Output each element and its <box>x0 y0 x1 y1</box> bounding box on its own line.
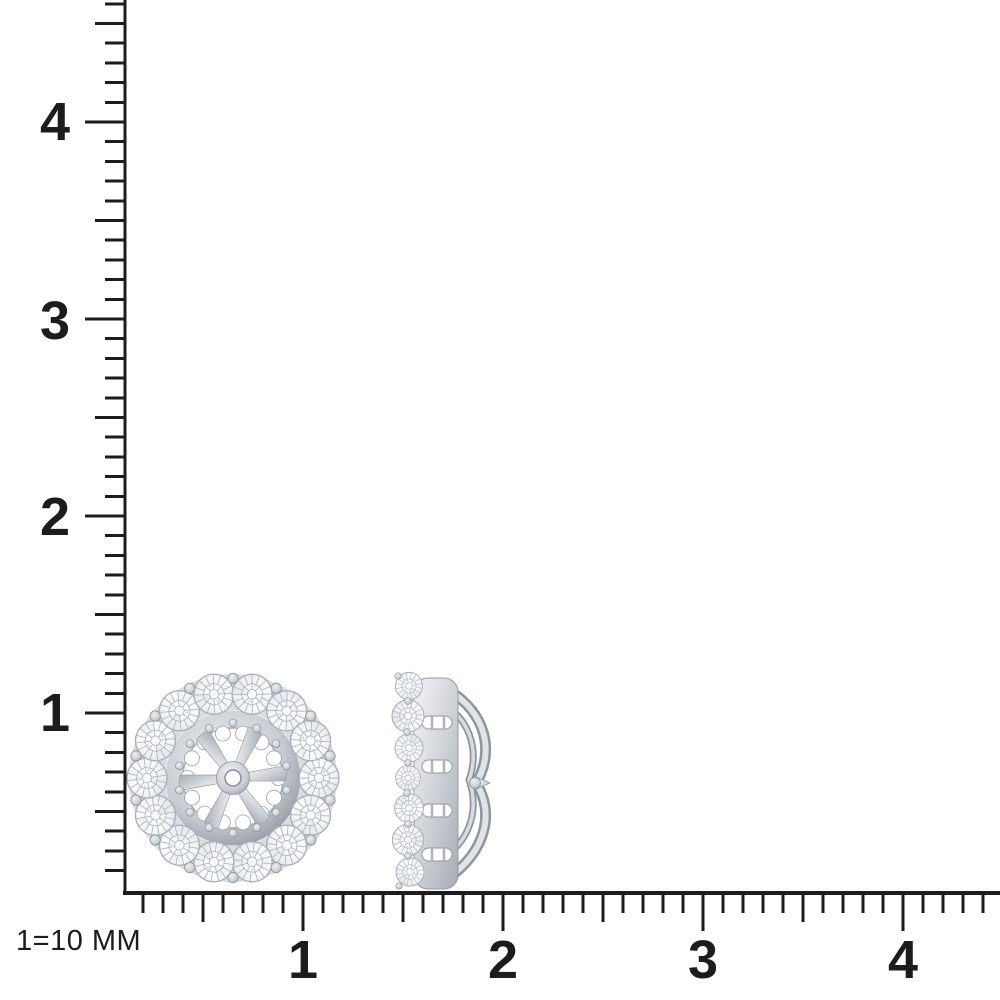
scallop <box>235 814 252 831</box>
outer-prong-bead <box>270 861 282 874</box>
halo-prong-beads <box>130 672 336 884</box>
earring-jacket-side-view <box>384 669 492 890</box>
inner-prong-bead <box>282 785 291 795</box>
inner-prong-bead <box>252 823 262 832</box>
center-hole <box>224 769 242 787</box>
gallery-windows <box>421 715 453 862</box>
outer-prong-bead <box>149 834 161 846</box>
earring-jacket-front-view <box>118 667 340 891</box>
inner-prong-bead <box>175 785 184 795</box>
outer-prong-bead <box>324 794 336 806</box>
outer-prong-bead <box>270 682 282 695</box>
horizontal-ruler-ticks <box>141 893 985 931</box>
halo-stone <box>298 757 340 799</box>
outer-prong-bead <box>305 710 317 722</box>
inner-prong-bead <box>282 761 291 771</box>
inner-prong-bead <box>271 807 281 817</box>
inner-prong-bead <box>175 761 184 771</box>
v-label-3: 3 <box>40 291 70 351</box>
outer-prong-bead <box>227 871 239 884</box>
vertical-ruler: 1 2 3 4 <box>40 0 127 895</box>
v-label-1: 1 <box>40 683 70 743</box>
scale-note: 1=10 MM <box>16 925 141 957</box>
outer-prong-bead <box>184 682 196 695</box>
v-label-2: 2 <box>40 487 70 547</box>
outer-prong-bead <box>130 794 142 806</box>
h-label-2: 2 <box>488 930 518 990</box>
outer-prong-bead <box>305 834 317 846</box>
h-label-4: 4 <box>888 930 918 990</box>
h-label-3: 3 <box>688 930 718 990</box>
inner-prong-bead <box>252 724 262 733</box>
side-prong-beads <box>394 672 412 890</box>
h-label-1: 1 <box>288 930 318 990</box>
scallop <box>214 725 231 742</box>
v-label-4: 4 <box>40 92 70 152</box>
basket-wires <box>442 684 492 884</box>
outer-prong-bead <box>130 750 142 762</box>
scallop <box>266 789 282 806</box>
horizontal-ruler: 1 2 3 4 <box>123 891 1000 990</box>
outer-prong-bead <box>184 861 196 874</box>
scallop <box>184 750 200 767</box>
outer-prong-bead <box>149 710 161 722</box>
scallop <box>184 789 200 806</box>
inner-prong-bead <box>185 739 195 749</box>
inner-prong-bead <box>185 807 195 817</box>
vertical-ruler-ticks <box>85 2 125 873</box>
inner-prong-bead <box>228 828 238 838</box>
scallop <box>266 750 282 767</box>
outer-prong-bead <box>324 750 336 762</box>
inner-prong-bead <box>271 739 281 749</box>
outer-prong-bead <box>227 672 239 685</box>
inner-prong-bead <box>228 718 238 728</box>
inner-prong-bead <box>204 724 214 733</box>
inner-prong-bead <box>204 823 214 832</box>
